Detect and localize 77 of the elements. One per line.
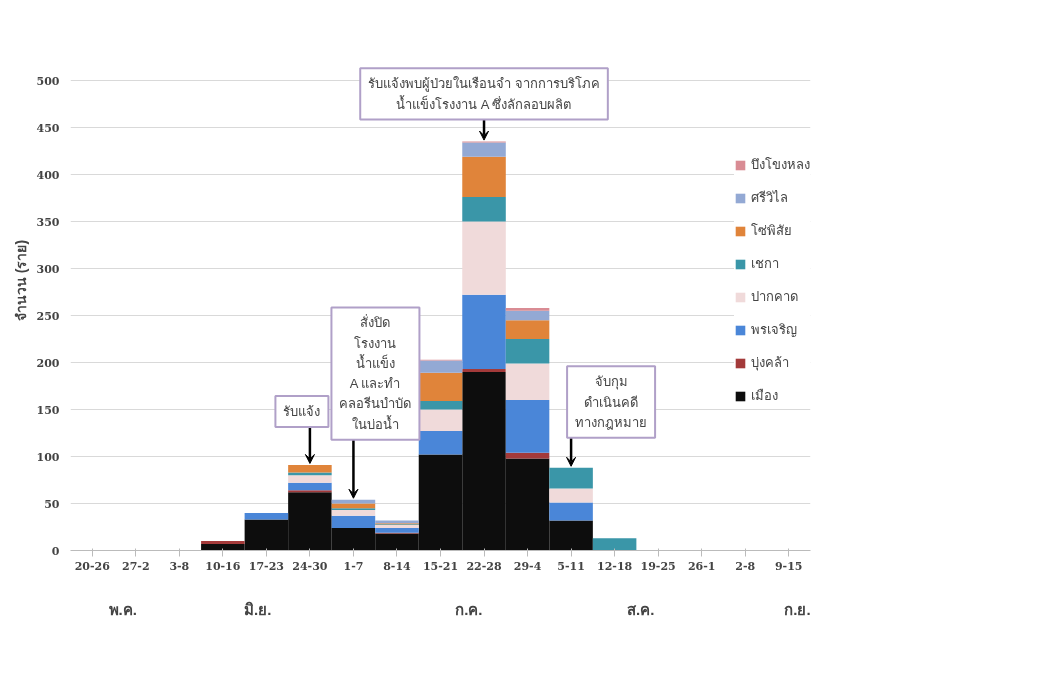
annotation: จับกุม ดำเนินคดี ทางกฎหมาย: [575, 374, 648, 430]
y-tick-label: 250: [36, 309, 60, 323]
bar: [418, 431, 463, 455]
annotation: สั่งปิด โรงงาน น้ำแข็ง A และทำ คลอรีนบำบัด ในบ่อน้ำ: [339, 314, 412, 432]
legend-label: บุ่งคล้า: [751, 354, 789, 373]
text: ส.ค.: [627, 600, 655, 618]
bar: [462, 142, 506, 157]
x-tick-label: 26-1: [687, 559, 716, 573]
y-tick-label: 300: [36, 262, 60, 276]
legend-label: บึงโขงหลง: [751, 156, 810, 174]
x-tick-label: 27-2: [122, 559, 150, 573]
x-tick-label: 19-25: [640, 559, 676, 573]
y-tick-label: 100: [36, 450, 60, 464]
y-tick-label: 450: [36, 121, 60, 135]
bar: [331, 510, 376, 516]
y-tick-label: 500: [36, 74, 60, 88]
x-tick-label: 20-26: [74, 559, 111, 573]
bar: [331, 515, 376, 528]
y-tick-label: 150: [36, 403, 60, 417]
bar: [244, 512, 289, 520]
bar: [505, 307, 550, 311]
bar: [505, 363, 550, 401]
y-tick-label: 50: [44, 497, 60, 511]
y-tick-label: 400: [36, 168, 60, 182]
legend-label: เชกา: [751, 255, 779, 273]
y-tick-label: 0: [51, 544, 60, 558]
bar: [549, 488, 593, 503]
annotation: รับแจ้ง: [283, 403, 321, 419]
y-tick-label: 200: [36, 356, 60, 370]
x-tick-label: 24-30: [292, 559, 328, 573]
x-tick-label: 2-8: [735, 559, 756, 573]
x-tick-label: 9-15: [774, 559, 803, 573]
bar: [288, 475, 332, 483]
legend-label: ปากคาด: [751, 288, 798, 306]
x-tick-label: 5-11: [557, 559, 585, 573]
bar: [288, 472, 332, 476]
bar: [201, 541, 245, 544]
bar: [462, 156, 506, 198]
x-tick-label: 10-16: [205, 559, 241, 573]
y-tick-label: 350: [36, 215, 60, 229]
bar: [505, 320, 550, 339]
text: ก.ย.: [784, 600, 811, 618]
bar: [462, 221, 506, 295]
bar: [462, 294, 506, 370]
x-tick-label: 12-18: [597, 559, 633, 573]
annotation: รับแจ้งพบผู้ป่วยในเรือนจำ จากการบริโภค น้ำแข็งโรงงาน A ซึ่งลักลอบผลิต: [368, 76, 600, 112]
bar: [418, 360, 463, 373]
bar: [288, 482, 332, 491]
bar: [331, 499, 376, 504]
x-tick-label: 1-7: [343, 559, 364, 573]
x-tick-label: 8-14: [383, 559, 412, 573]
bar: [375, 527, 419, 533]
text: มิ.ย.: [244, 600, 272, 618]
bar: [418, 409, 463, 432]
bar: [549, 502, 593, 521]
legend-label: พรเจริญ: [751, 321, 797, 339]
bar: [288, 464, 332, 473]
x-tick-label: 17-23: [248, 559, 284, 573]
x-tick-label: 29-4: [513, 559, 542, 573]
bar: [549, 467, 593, 489]
bar: [462, 369, 506, 372]
bar: [505, 339, 550, 364]
bar: [505, 400, 550, 453]
x-tick-label: 3-8: [169, 559, 190, 573]
x-tick-label: 15-21: [422, 559, 459, 573]
bar: [462, 197, 506, 222]
legend-label: ศรีวิไล: [751, 189, 788, 207]
bar: [418, 372, 463, 402]
bar: [505, 310, 550, 321]
bar: [592, 538, 637, 551]
legend-label: โซ่พิสัย: [751, 222, 792, 240]
y-axis-title: จำนวน (ราย): [12, 239, 29, 322]
text: พ.ค.: [108, 600, 137, 618]
legend-label: เมือง: [751, 387, 778, 405]
bar: [418, 401, 463, 410]
text: ก.ค.: [455, 600, 483, 618]
x-tick-label: 22-28: [466, 559, 502, 573]
